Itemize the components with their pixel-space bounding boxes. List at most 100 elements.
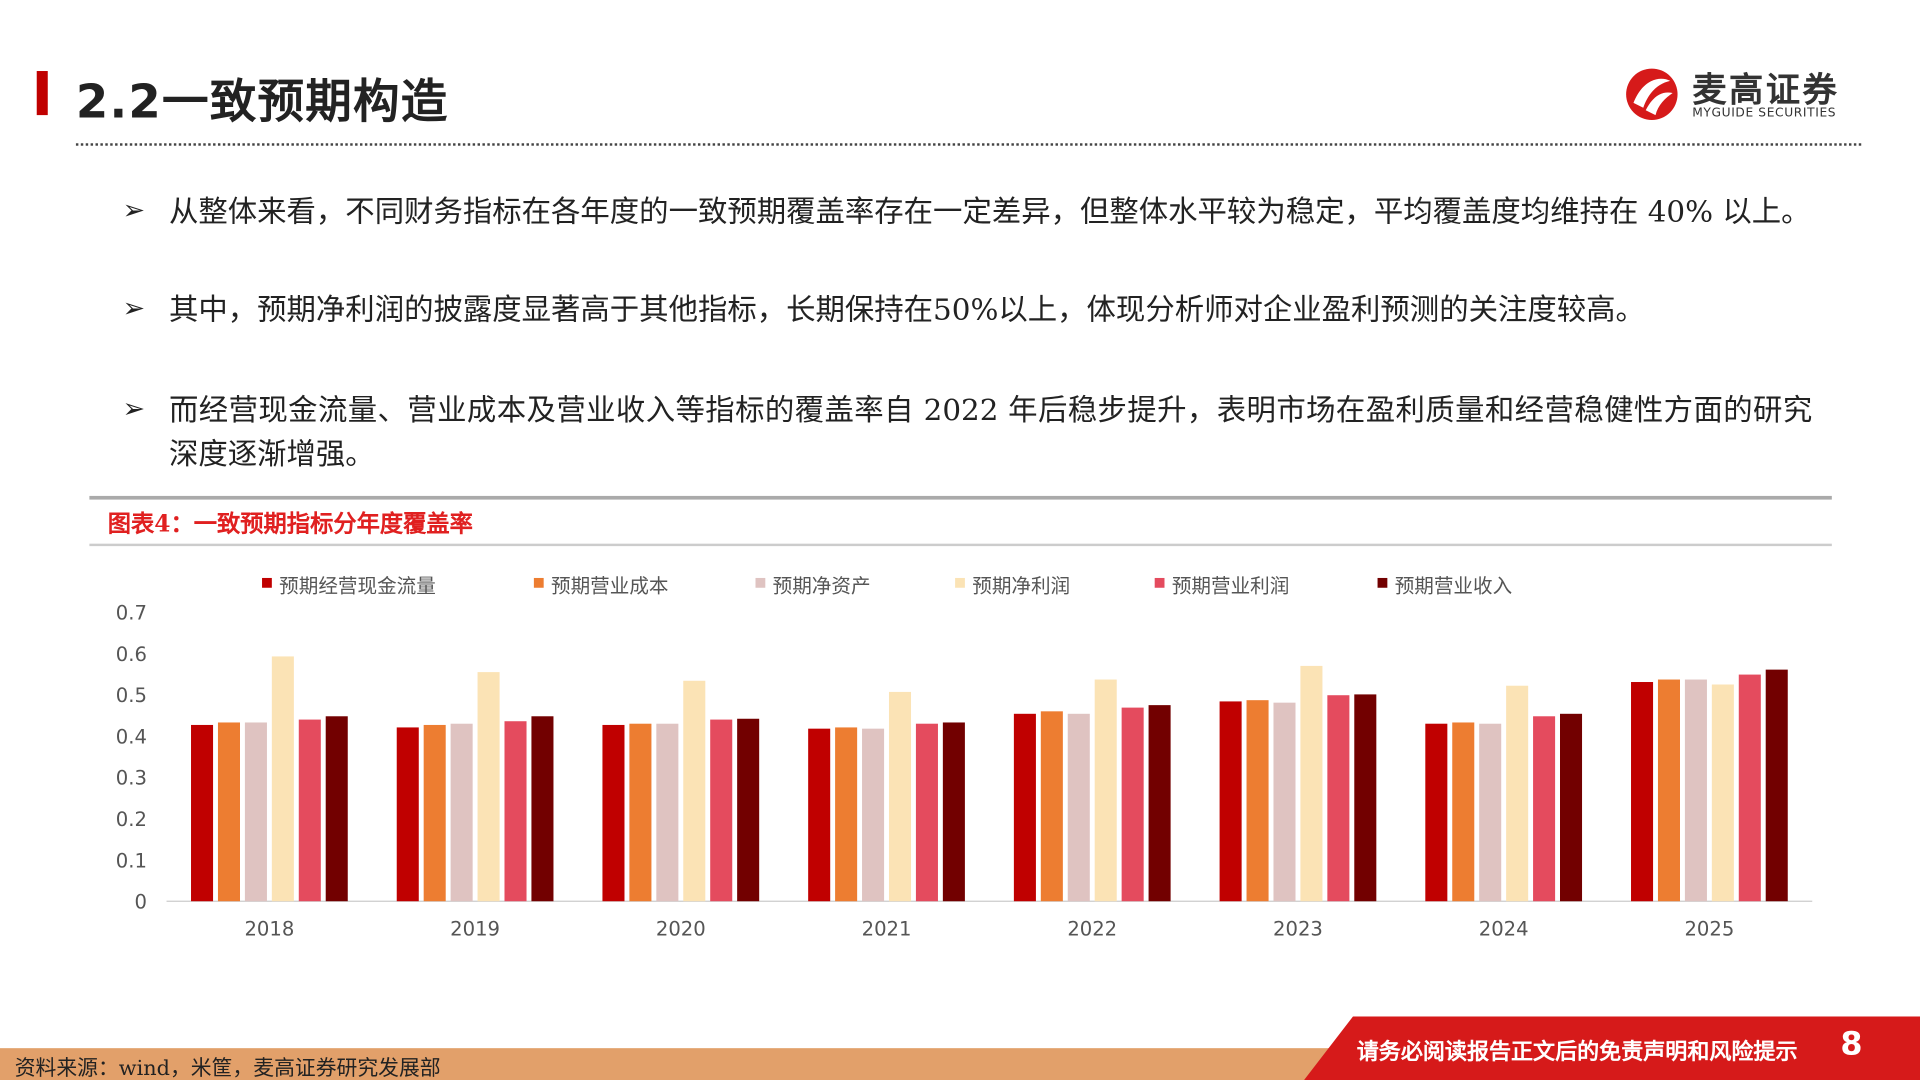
legend-swatch [533,577,544,588]
bullet-item: ➢ 其中，预期净利润的披露度显著高于其他指标，长期保持在50%以上，体现分析师对… [122,288,1812,332]
y-tick-label: 0.7 [116,602,147,625]
bar-2025-4 [1738,674,1761,902]
chart-title-rule [89,543,1832,547]
y-tick-label: 0.3 [116,767,147,790]
legend-swatch [955,577,965,588]
bar-2025-5 [1765,669,1788,902]
bar-2024-5 [1560,713,1583,902]
bar-2021-5 [942,722,965,902]
disclaimer-text: 请务必阅读报告正文后的免责声明和风险提示 [1356,1039,1798,1066]
bar-2025-0 [1631,682,1654,902]
bar-2018-0 [191,724,214,902]
bar-2021-2 [862,728,885,902]
legend-label: 预期营业收入 [1395,575,1512,598]
legend-label: 预期净利润 [972,575,1070,598]
bar-2022-1 [1040,711,1063,902]
bar-2025-1 [1657,679,1681,902]
bar-2023-2 [1273,702,1296,902]
x-tick-label: 2018 [244,918,294,941]
logo-mark-icon [1626,68,1678,121]
logo-english-name: MYGUIDE SECURITIES [1692,106,1837,121]
company-logo: 麦高证券 MYGUIDE SECURITIES [1624,64,1857,125]
x-tick-label: 2019 [450,918,500,941]
x-tick-label: 2025 [1684,918,1734,941]
bar-2019-5 [531,716,554,902]
bar-2024-0 [1425,723,1448,902]
bar-2018-1 [217,722,241,902]
bar-2018-4 [298,719,321,902]
bar-2020-2 [656,723,679,902]
legend-swatch [1377,577,1388,588]
bullet-text: 从整体来看，不同财务指标在各年度的一致预期覆盖率存在一定差异，但整体水平较为稳定… [168,194,1811,229]
bar-2022-0 [1013,713,1036,902]
legend-label: 预期营业利润 [1172,575,1289,598]
y-tick-label: 0 [134,891,146,914]
bar-2021-1 [835,727,858,902]
x-tick-label: 2022 [1067,918,1117,941]
bar-2022-3 [1094,679,1117,902]
x-tick-label: 2024 [1479,918,1529,941]
bar-2019-2 [450,723,473,902]
title-accent-bar [36,71,48,116]
page-title: 2.2一致预期构造 [75,74,449,129]
bar-2018-2 [244,722,267,902]
disclaimer-banner [1304,1016,1920,1081]
legend-swatch [262,577,272,588]
bar-2024-4 [1533,716,1556,902]
bar-2023-4 [1327,695,1350,902]
bar-2020-1 [629,723,652,902]
bar-2024-3 [1506,685,1529,902]
legend-label: 预期经营现金流量 [279,575,436,598]
arrow-right-icon: ➢ [122,195,146,227]
bullet-text: 其中，预期净利润的披露度显著高于其他指标，长期保持在50%以上，体现分析师对企业… [168,292,1645,327]
bar-2020-5 [737,718,760,902]
bar-2021-0 [808,728,831,902]
bar-2018-3 [271,656,294,902]
bar-2024-1 [1452,722,1475,902]
bar-2018-5 [325,716,348,902]
y-tick-label: 0.2 [116,808,147,831]
x-tick-label: 2021 [862,918,912,941]
bar-2023-0 [1219,701,1242,902]
bar-2021-4 [915,723,938,902]
arrow-right-icon: ➢ [122,293,146,325]
bar-2025-2 [1684,679,1707,902]
logo-name: 麦高证券 [1692,69,1840,111]
bar-2023-1 [1246,700,1269,902]
y-tick-label: 0.6 [116,643,147,666]
page-number: 8 [1840,1026,1863,1063]
bar-2019-3 [477,672,500,902]
bar-2021-3 [888,691,912,902]
bar-2024-2 [1479,723,1502,902]
legend-label: 预期营业成本 [551,575,668,598]
bar-2019-0 [396,727,419,902]
bar-2022-5 [1148,705,1171,902]
y-tick-label: 0.1 [116,849,147,872]
bar-chart: 0 0.1 0.2 0.3 0.4 0.5 0.6 0.7 2018 2019 2020 2021 20… [116,575,1813,941]
bar-2022-2 [1067,713,1090,902]
bar-2019-4 [504,721,527,902]
legend-label: 预期净资产 [773,575,871,598]
bar-2020-4 [710,719,733,902]
chart-top-rule [89,495,1832,500]
legend-swatch [1154,577,1165,588]
bullet-item: ➢ 而经营现金流量、营业成本及营业收入等指标的覆盖率自 2022 年后稳步提升，… [122,388,1812,476]
bar-2025-3 [1711,684,1734,902]
y-tick-label: 0.5 [116,684,147,707]
bar-2020-0 [602,724,625,902]
bar-2023-3 [1300,665,1323,902]
y-tick-label: 0.4 [116,725,147,748]
bullet-text: 而经营现金流量、营业成本及营业收入等指标的覆盖率自 2022 年后稳步提升，表明… [168,393,1813,472]
bar-2019-1 [423,724,446,902]
source-note: 资料来源：wind，米筐，麦高证券研究发展部 [14,1056,441,1081]
bar-2022-4 [1121,707,1144,902]
bullet-item: ➢ 从整体来看，不同财务指标在各年度的一致预期覆盖率存在一定差异，但整体水平较为… [122,190,1812,234]
bar-2023-5 [1354,694,1377,902]
header-divider [75,143,1862,146]
x-tick-label: 2020 [656,918,706,941]
x-tick-label: 2023 [1273,918,1323,941]
chart-title: 图表4：一致预期指标分年度覆盖率 [107,510,473,538]
arrow-right-icon: ➢ [122,394,146,425]
legend-swatch [755,577,766,588]
